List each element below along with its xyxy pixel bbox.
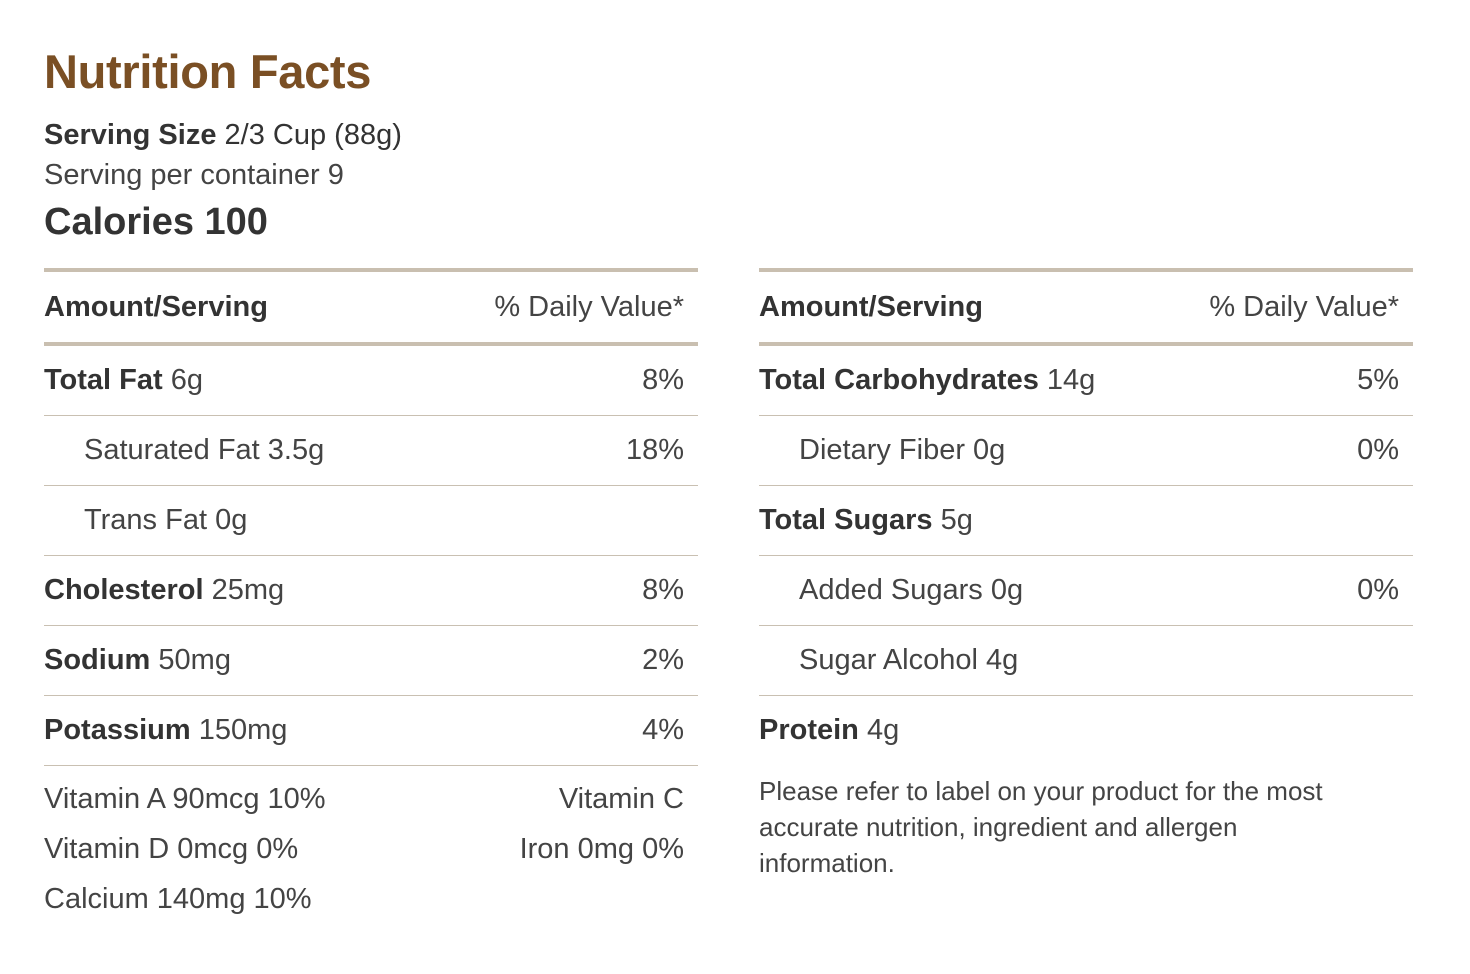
nutrient-amount: 6g xyxy=(170,364,204,396)
nutrient-row-protein: Protein 4g xyxy=(759,696,1413,765)
nutrient-daily-value: 8% xyxy=(642,364,684,396)
nutrient-row-cholesterol: Cholesterol 25mg 8% xyxy=(44,556,698,626)
vitamin-c: Vitamin C xyxy=(558,783,684,815)
daily-value-header: % Daily Value* xyxy=(1209,290,1399,323)
amount-serving-header: Amount/Serving xyxy=(759,290,983,323)
iron: Iron 0mg 0% xyxy=(519,833,684,865)
nutrient-amount: 5g xyxy=(940,504,973,536)
nutrient-amount: 14g xyxy=(1046,364,1096,396)
nutrient-row-potassium: Potassium 150mg 4% xyxy=(44,696,698,766)
servings-per-container: Serving per container 9 xyxy=(44,159,344,191)
nutrient-name: Added Sugars 0g xyxy=(799,574,1024,606)
nutrient-name: Sugar Alcohol 4g xyxy=(799,644,1019,676)
nutrient-row-total-carbohydrates: Total Carbohydrates 14g 5% xyxy=(759,346,1413,416)
table-header: Amount/Serving % Daily Value* xyxy=(44,272,698,346)
amount-serving-header: Amount/Serving xyxy=(44,290,268,323)
nutrient-amount: 4g xyxy=(866,714,900,746)
calories: Calories 100 xyxy=(44,201,268,243)
nutrient-row-trans-fat: Trans Fat 0g xyxy=(44,486,698,556)
table-header: Amount/Serving % Daily Value* xyxy=(759,272,1413,346)
vitamin-line: Vitamin D 0mcg 0% Iron 0mg 0% xyxy=(44,828,698,878)
vitamin-a: Vitamin A 90mcg 10% xyxy=(44,783,326,815)
nutrient-name: Sodium xyxy=(44,644,151,676)
nutrient-name: Potassium xyxy=(44,714,191,746)
calcium: Calcium 140mg 10% xyxy=(44,883,312,915)
vitamin-d: Vitamin D 0mcg 0% xyxy=(44,833,299,865)
nutrient-name: Protein xyxy=(759,714,859,746)
serving-size-value: 2/3 Cup (88g) xyxy=(224,119,402,151)
page-title: Nutrition Facts xyxy=(44,45,372,98)
nutrient-row-added-sugars: Added Sugars 0g 0% xyxy=(759,556,1413,626)
nutrient-row-total-fat: Total Fat 6g 8% xyxy=(44,346,698,416)
table-top-divider xyxy=(759,268,1413,272)
serving-size-label: Serving Size xyxy=(44,119,217,151)
nutrient-daily-value: 0% xyxy=(1357,434,1399,466)
nutrient-daily-value: 8% xyxy=(642,574,684,606)
nutrient-amount: 150mg xyxy=(198,714,288,746)
nutrient-row-saturated-fat: Saturated Fat 3.5g 18% xyxy=(44,416,698,486)
right-nutrient-table: Amount/Serving % Daily Value* Total Carb… xyxy=(759,268,1413,881)
left-nutrient-table: Amount/Serving % Daily Value* Total Fat … xyxy=(44,268,698,928)
serving-size: Serving Size 2/3 Cup (88g) xyxy=(44,116,402,154)
nutrient-name: Saturated Fat 3.5g xyxy=(84,434,325,466)
nutrient-row-sugar-alcohol: Sugar Alcohol 4g xyxy=(759,626,1413,696)
vitamin-line: Vitamin A 90mcg 10% Vitamin C xyxy=(44,778,698,828)
vitamin-line: Calcium 140mg 10% xyxy=(44,878,698,928)
nutrient-row-dietary-fiber: Dietary Fiber 0g 0% xyxy=(759,416,1413,486)
nutrient-amount: 25mg xyxy=(211,574,285,606)
nutrient-name: Total Sugars xyxy=(759,504,933,536)
nutrient-name: Trans Fat 0g xyxy=(84,504,248,536)
vitamins-section: Vitamin A 90mcg 10% Vitamin C Vitamin D … xyxy=(44,766,698,928)
table-top-divider xyxy=(44,268,698,272)
nutrient-name: Total Fat xyxy=(44,364,163,396)
nutrient-row-sodium: Sodium 50mg 2% xyxy=(44,626,698,696)
nutrient-name: Total Carbohydrates xyxy=(759,364,1039,396)
nutrient-daily-value: 2% xyxy=(642,644,684,676)
nutrient-name: Cholesterol xyxy=(44,574,204,606)
nutrient-name: Dietary Fiber 0g xyxy=(799,434,1006,466)
nutrient-daily-value: 5% xyxy=(1357,364,1399,396)
nutrient-amount: 50mg xyxy=(158,644,231,676)
nutrient-daily-value: 18% xyxy=(625,434,684,466)
disclaimer-text: Please refer to label on your product fo… xyxy=(759,776,1323,878)
daily-value-header: % Daily Value* xyxy=(494,290,684,323)
nutrient-row-total-sugars: Total Sugars 5g xyxy=(759,486,1413,556)
nutrient-daily-value: 4% xyxy=(642,714,684,746)
nutrient-daily-value: 0% xyxy=(1357,574,1399,606)
